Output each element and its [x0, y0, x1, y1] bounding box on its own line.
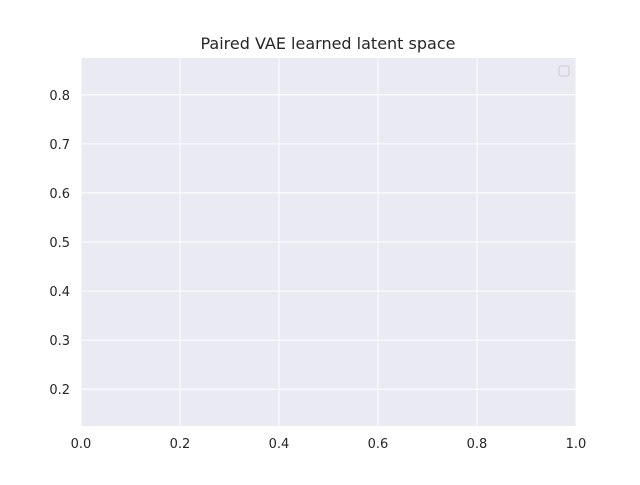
x-tick-labels: 0.0 0.2 0.4 0.6 0.8 1.0	[71, 437, 587, 452]
y-tick-label: 0.8	[49, 89, 70, 104]
y-tick-label: 0.3	[49, 334, 70, 349]
x-tick-label: 0.2	[170, 437, 191, 452]
y-tick-labels: 0.2 0.3 0.4 0.5 0.6 0.7 0.8	[49, 89, 70, 398]
legend-box	[558, 65, 570, 77]
x-tick-label: 0.6	[368, 437, 389, 452]
y-gridlines	[81, 94, 576, 390]
chart-title: Paired VAE learned latent space	[201, 34, 456, 53]
y-tick-label: 0.2	[49, 383, 70, 398]
y-tick-label: 0.4	[49, 285, 70, 300]
y-tick-label: 0.5	[49, 236, 70, 251]
y-tick-label: 0.7	[49, 138, 70, 153]
x-tick-label: 0.8	[467, 437, 488, 452]
x-tick-label: 0.4	[269, 437, 290, 452]
y-tick-label: 0.6	[49, 187, 70, 202]
x-tick-label: 0.0	[71, 437, 92, 452]
x-tick-label: 1.0	[566, 437, 587, 452]
